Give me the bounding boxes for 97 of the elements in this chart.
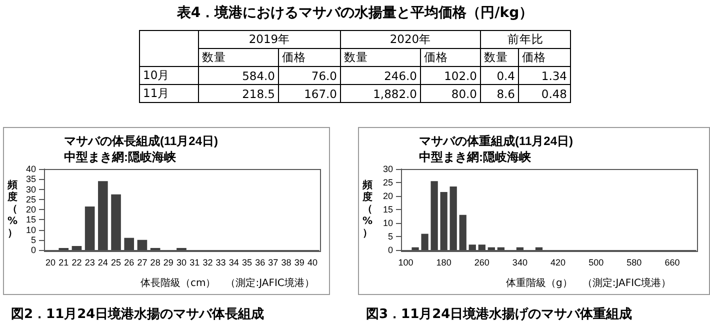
text: 2019年 — [198, 30, 340, 48]
text: 価格 — [420, 48, 480, 66]
x-tick-label: 23 — [84, 258, 95, 268]
x-tick-label: 28 — [150, 258, 160, 268]
x-tick-label: 36 — [255, 258, 266, 268]
text: 8.6 — [480, 84, 518, 102]
text: 167.0 — [278, 84, 340, 102]
bar — [478, 244, 486, 250]
text: 218.5 — [198, 84, 278, 102]
text: 246.0 — [340, 66, 420, 84]
chart-subtitle: 中型まき網:隠岐海峡 — [64, 150, 177, 164]
y-tick-label: 10 — [26, 224, 36, 235]
bar — [497, 247, 504, 250]
x-tick-label: 30 — [176, 258, 187, 268]
x-tick-label: 27 — [137, 258, 148, 268]
x-tick-label: 40 — [307, 258, 318, 268]
y-tick-label: 25 — [26, 194, 36, 204]
text: 前年比 — [480, 30, 570, 48]
bar — [450, 186, 457, 250]
bar — [98, 181, 108, 250]
text: 0.48 — [518, 84, 570, 102]
text: 1.34 — [518, 66, 570, 84]
y-tick-label: 10 — [382, 218, 393, 228]
y-tick-label: 15 — [382, 204, 393, 214]
bar — [516, 247, 524, 250]
x-tick-label: 260 — [474, 258, 490, 268]
x-tick-label: 35 — [242, 258, 252, 268]
bar — [412, 247, 419, 250]
x-tick-label: 20 — [46, 258, 56, 268]
text: 2020年 — [340, 30, 480, 48]
y-tick-label: 5 — [30, 234, 36, 245]
bar — [137, 240, 148, 250]
y-tick-label: 5 — [388, 232, 393, 242]
x-tick-label: 31 — [190, 258, 200, 268]
x-tick-label: 22 — [72, 258, 82, 268]
x-tick-label: 180 — [436, 258, 452, 268]
x-tick-label: 29 — [163, 258, 174, 268]
text: 102.0 — [420, 66, 480, 84]
bar — [72, 246, 82, 250]
x-tick-label: 37 — [268, 258, 278, 268]
x-tick-label: 660 — [664, 258, 680, 268]
bar — [535, 247, 543, 250]
y-axis-title: 頻度（%） — [362, 180, 373, 240]
x-tick-label: 420 — [550, 258, 566, 268]
text: 10月 — [140, 66, 198, 84]
x-tick-label: 24 — [98, 258, 108, 268]
text: 11月 — [140, 84, 198, 102]
x-tick-label: 580 — [626, 258, 642, 268]
text: 1,882.0 — [340, 84, 420, 102]
bar — [430, 181, 438, 250]
y-tick-label: 35 — [26, 174, 36, 184]
y-tick-label: 30 — [382, 164, 393, 174]
text: 76.0 — [278, 66, 340, 84]
x-tick-label: 100 — [398, 258, 414, 268]
text: 表4．境港におけるマサバの水揚量と平均価格（円/kg） — [176, 4, 534, 22]
chart-title: マサバの体長組成(11月24日) — [64, 134, 218, 148]
chart-subtitle: 中型まき網:隠岐海峡 — [419, 150, 532, 164]
bar — [421, 234, 428, 250]
text: 体長階級（cm） （測定:JAFIC境港） — [140, 278, 314, 289]
bar — [468, 244, 476, 250]
x-tick-label: 340 — [512, 258, 528, 268]
y-axis-title: 頻度（%） — [7, 180, 18, 240]
x-tick-label: 26 — [124, 258, 134, 268]
y-tick-label: 20 — [382, 191, 393, 201]
y-tick-label: 0 — [30, 245, 36, 255]
y-tick-label: 20 — [26, 204, 36, 214]
chart-title: マサバの体重組成(11月24日) — [419, 134, 574, 148]
caption: 図3．11月24日境港水揚げのマサバ体重組成 — [366, 306, 632, 323]
text: 0.4 — [480, 66, 518, 84]
x-tick-label: 39 — [294, 258, 304, 268]
bar — [84, 206, 95, 250]
x-tick-label: 500 — [588, 258, 604, 268]
bar — [111, 194, 121, 250]
text: 価格 — [278, 48, 340, 66]
text: 80.0 — [420, 84, 480, 102]
bar — [459, 214, 466, 250]
x-tick-label: 33 — [216, 258, 226, 268]
y-tick-label: 40 — [26, 164, 36, 174]
text: 体重階級（g） （測定:JAFIC境港） — [506, 278, 672, 289]
bar — [124, 238, 134, 250]
text: 584.0 — [198, 66, 278, 84]
y-tick-label: 25 — [382, 178, 393, 188]
x-tick-label: 38 — [281, 258, 292, 268]
text: 数量 — [480, 48, 518, 66]
bar — [440, 192, 448, 250]
y-tick-label: 15 — [26, 214, 36, 225]
x-tick-label: 32 — [202, 258, 213, 268]
y-tick-label: 30 — [26, 184, 36, 194]
x-tick-label: 21 — [58, 258, 69, 268]
y-tick-label: 0 — [388, 245, 393, 255]
x-tick-label: 34 — [228, 258, 239, 268]
text: 数量 — [340, 48, 420, 66]
x-tick-label: 25 — [111, 258, 122, 268]
bar — [488, 247, 495, 250]
text: 価格 — [518, 48, 570, 66]
caption: 図2．11月24日境港水揚のマサバ体長組成 — [11, 306, 264, 323]
text: 数量 — [198, 48, 278, 66]
